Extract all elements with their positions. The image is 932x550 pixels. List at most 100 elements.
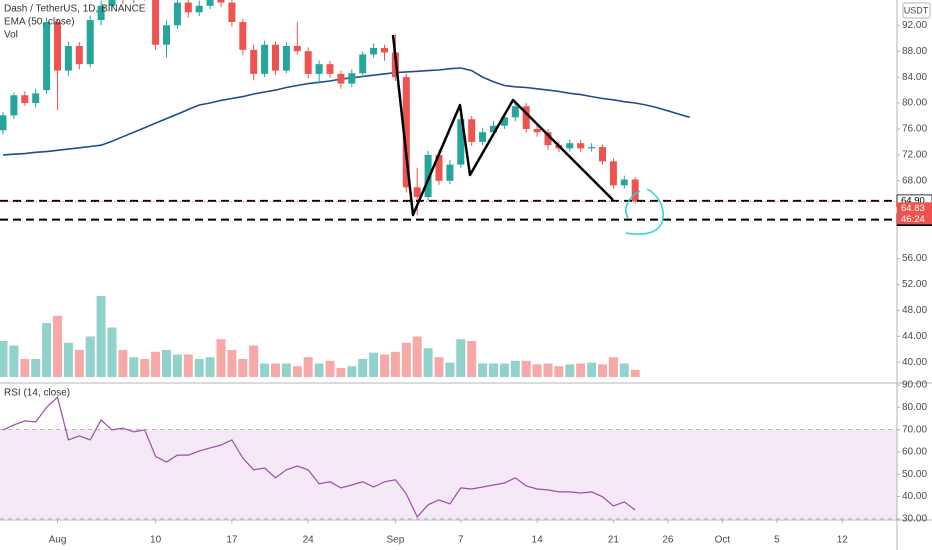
candle-body bbox=[163, 25, 170, 45]
rsi-tick-label: 50.00 bbox=[902, 469, 927, 480]
candle-body bbox=[359, 54, 367, 74]
volume-bar bbox=[303, 357, 313, 377]
volume-bar bbox=[249, 345, 259, 377]
rsi-tick-label: 80.00 bbox=[902, 402, 927, 413]
candle-body bbox=[490, 125, 497, 133]
volume-bar bbox=[227, 350, 237, 377]
volume-bar bbox=[521, 360, 531, 377]
candle-body bbox=[184, 2, 192, 13]
candle-body bbox=[337, 73, 345, 84]
candle-body bbox=[588, 147, 596, 149]
volume-bar bbox=[630, 369, 640, 377]
volume-bar bbox=[194, 359, 204, 377]
candle-body bbox=[64, 46, 72, 71]
volume-bar bbox=[598, 364, 607, 377]
volume-bar bbox=[532, 364, 542, 377]
candle-body bbox=[435, 154, 443, 181]
x-tick-label: 24 bbox=[303, 535, 315, 546]
volume-bar bbox=[467, 341, 477, 377]
volume-bar bbox=[85, 336, 95, 377]
x-tick-label: 7 bbox=[458, 535, 464, 546]
candle-body bbox=[54, 22, 61, 71]
rsi-line bbox=[2, 396, 636, 518]
candle-body bbox=[500, 117, 508, 126]
volume-bar bbox=[314, 363, 324, 377]
volume-bar bbox=[292, 366, 302, 377]
x-tick-label: Sep bbox=[387, 535, 405, 546]
ema-line bbox=[2, 67, 690, 156]
volume-bar bbox=[271, 363, 280, 377]
volume-bar bbox=[565, 364, 575, 377]
volume-bar bbox=[9, 345, 19, 377]
currency-box bbox=[902, 2, 931, 19]
volume-bar bbox=[281, 363, 291, 377]
candle-body bbox=[631, 179, 639, 202]
volume-bar bbox=[63, 342, 73, 377]
volume-bar bbox=[42, 323, 52, 377]
candle-body bbox=[10, 95, 18, 116]
y-tick-label: 72.00 bbox=[902, 150, 927, 161]
candle-body bbox=[479, 132, 487, 142]
currency: USDT bbox=[904, 5, 929, 15]
volume-bar bbox=[216, 339, 226, 377]
volume-bar bbox=[358, 359, 368, 377]
candle-body bbox=[326, 64, 334, 74]
volume-bar bbox=[380, 354, 389, 377]
x-tick-label: Oct bbox=[715, 535, 731, 546]
candle-body bbox=[75, 46, 83, 65]
candle-body bbox=[446, 164, 454, 181]
rsi-tick-label: 70.00 bbox=[902, 424, 927, 435]
candle-body bbox=[566, 143, 574, 149]
candle-body bbox=[511, 106, 519, 118]
volume-bar bbox=[499, 363, 509, 377]
candle-body bbox=[228, 2, 236, 23]
volume-bar bbox=[336, 368, 346, 377]
volume-bar bbox=[238, 359, 248, 377]
candle-body bbox=[424, 154, 432, 198]
volume-bar bbox=[619, 363, 629, 377]
y-tick-label: 84.00 bbox=[902, 72, 927, 83]
y-tick-label: 56.00 bbox=[902, 253, 927, 264]
volume-bar bbox=[587, 362, 597, 377]
volume-bar bbox=[129, 357, 139, 377]
volume-bar bbox=[510, 360, 520, 377]
candle-body bbox=[239, 22, 247, 50]
candle-body bbox=[86, 20, 94, 65]
candle-body bbox=[32, 93, 40, 104]
candle-body bbox=[402, 77, 410, 188]
volume-bar bbox=[478, 363, 488, 377]
volume-bar bbox=[489, 363, 498, 377]
candle-body bbox=[43, 22, 51, 91]
y-tick-label: 80.00 bbox=[902, 98, 927, 109]
candle-body bbox=[97, 5, 105, 21]
volume-bar bbox=[0, 341, 8, 377]
candle-body bbox=[522, 106, 530, 129]
candle-body bbox=[206, 0, 214, 6]
legend-title: Dash / TetherUS, 1D, BINANCE bbox=[4, 4, 146, 15]
rsi-pane bbox=[0, 396, 897, 520]
hand-circle bbox=[625, 188, 665, 235]
candle-body bbox=[533, 128, 541, 133]
candle-body bbox=[304, 51, 312, 74]
candle-body bbox=[217, 0, 225, 3]
x-tick-label: 10 bbox=[150, 535, 162, 546]
volume-bar bbox=[205, 357, 215, 377]
price-pane bbox=[0, 0, 897, 377]
candle-body bbox=[293, 46, 301, 52]
hand-circle bbox=[625, 190, 641, 219]
volume-bar bbox=[140, 359, 150, 377]
volume-bar bbox=[31, 359, 41, 377]
y-tick-label: 76.00 bbox=[902, 124, 927, 135]
y-tick-label: 48.00 bbox=[902, 305, 927, 316]
candle-body bbox=[577, 143, 585, 149]
volume-bar bbox=[118, 350, 128, 377]
candle-body bbox=[468, 119, 476, 142]
x-tick-label: 26 bbox=[662, 535, 674, 546]
volume-bar bbox=[412, 336, 422, 377]
volume-bar bbox=[434, 357, 444, 377]
y-tick-label: 52.00 bbox=[902, 279, 927, 290]
volume-bar bbox=[369, 352, 379, 377]
x-tick-label: 17 bbox=[226, 535, 238, 546]
